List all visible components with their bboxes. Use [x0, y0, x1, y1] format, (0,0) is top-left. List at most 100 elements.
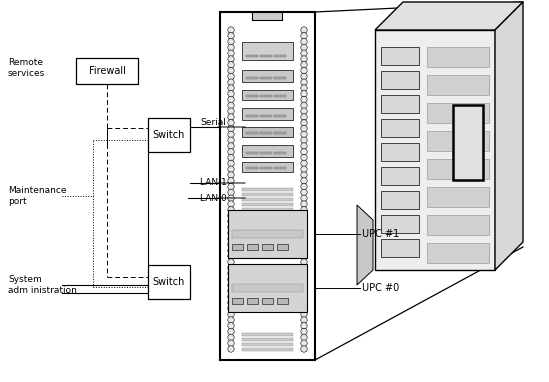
Circle shape [301, 56, 307, 62]
Circle shape [228, 189, 234, 196]
Bar [228, 264, 307, 312]
Circle shape [301, 189, 307, 196]
Bar [242, 70, 293, 82]
Bar [242, 188, 293, 191]
Circle shape [228, 329, 234, 335]
Circle shape [228, 224, 234, 230]
Circle shape [228, 346, 234, 352]
Circle shape [301, 218, 307, 225]
Circle shape [228, 56, 234, 62]
Bar [381, 239, 419, 257]
Circle shape [228, 62, 234, 68]
Text: Maintenance
port: Maintenance port [8, 186, 66, 206]
Bar [427, 243, 489, 263]
Text: Remote
services: Remote services [8, 58, 45, 78]
Bar [260, 55, 272, 57]
Bar [381, 71, 419, 89]
Bar [246, 152, 258, 154]
Circle shape [228, 230, 234, 236]
Circle shape [228, 67, 234, 74]
Circle shape [301, 125, 307, 132]
Circle shape [301, 294, 307, 300]
Circle shape [301, 160, 307, 167]
Circle shape [301, 195, 307, 201]
Circle shape [301, 323, 307, 329]
Circle shape [301, 207, 307, 213]
Circle shape [301, 288, 307, 294]
Circle shape [228, 27, 234, 33]
Bar [274, 55, 286, 57]
Circle shape [228, 108, 234, 114]
Circle shape [301, 50, 307, 57]
Bar [242, 333, 293, 336]
Bar [246, 55, 258, 57]
Bar [220, 12, 315, 360]
Bar [277, 244, 288, 250]
Circle shape [301, 114, 307, 120]
Circle shape [228, 166, 234, 172]
Circle shape [228, 73, 234, 79]
Text: Serial: Serial [200, 118, 226, 127]
Circle shape [301, 67, 307, 74]
Circle shape [228, 288, 234, 294]
Circle shape [301, 102, 307, 108]
Circle shape [228, 311, 234, 317]
Bar [381, 167, 419, 185]
Bar [242, 193, 293, 196]
Circle shape [301, 44, 307, 50]
Bar [381, 143, 419, 161]
Bar [381, 95, 419, 113]
Circle shape [228, 276, 234, 283]
Bar [246, 95, 258, 97]
Bar [76, 58, 138, 84]
Bar [262, 244, 273, 250]
Circle shape [228, 183, 234, 190]
Text: Switch: Switch [153, 130, 185, 140]
Circle shape [301, 143, 307, 149]
Circle shape [301, 62, 307, 68]
Bar [381, 191, 419, 209]
Circle shape [228, 149, 234, 155]
Circle shape [228, 172, 234, 178]
Bar [381, 47, 419, 65]
Bar [453, 105, 483, 180]
Circle shape [228, 96, 234, 103]
Circle shape [228, 282, 234, 288]
Bar [274, 95, 286, 97]
Circle shape [301, 299, 307, 306]
Circle shape [301, 317, 307, 323]
Bar [246, 115, 258, 117]
Bar [277, 298, 288, 304]
Bar [242, 108, 293, 120]
Circle shape [301, 154, 307, 161]
Circle shape [301, 149, 307, 155]
Bar [381, 119, 419, 137]
Circle shape [301, 120, 307, 126]
Circle shape [228, 143, 234, 149]
Circle shape [228, 236, 234, 242]
Bar [242, 203, 293, 206]
Circle shape [228, 178, 234, 184]
Bar [232, 244, 243, 250]
Circle shape [301, 27, 307, 33]
Bar [246, 132, 258, 134]
Bar [242, 338, 293, 341]
Circle shape [228, 299, 234, 306]
Circle shape [228, 218, 234, 225]
Bar [262, 298, 273, 304]
Bar [242, 42, 293, 60]
Circle shape [301, 276, 307, 283]
Circle shape [228, 317, 234, 323]
Circle shape [301, 212, 307, 219]
Bar [260, 77, 272, 79]
Bar [247, 298, 258, 304]
Bar [260, 152, 272, 154]
Circle shape [301, 236, 307, 242]
Bar [427, 159, 489, 179]
Circle shape [228, 85, 234, 91]
Bar [274, 115, 286, 117]
Polygon shape [357, 205, 373, 285]
Circle shape [228, 334, 234, 341]
Bar [242, 343, 293, 346]
Circle shape [301, 241, 307, 248]
